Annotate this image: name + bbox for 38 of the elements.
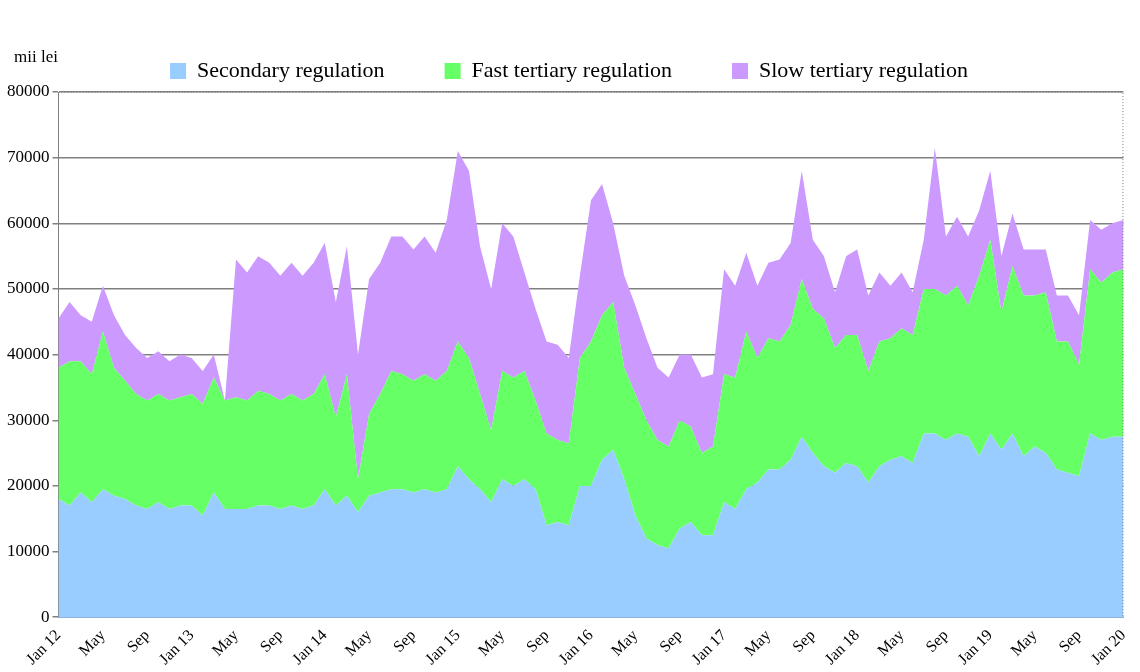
- x-tick-label: Sep: [655, 626, 686, 656]
- x-tick-label: Sep: [389, 626, 420, 656]
- x-tick-label: May: [740, 626, 775, 660]
- x-tick-label: May: [341, 626, 375, 660]
- x-tick-label: May: [75, 626, 109, 660]
- x-tick-label: Jan 14: [288, 626, 330, 668]
- x-tick-label: Jan 15: [421, 626, 463, 668]
- x-tick-label: Sep: [522, 626, 553, 656]
- y-axis-title: mii lei: [14, 46, 59, 66]
- x-tick-label: Sep: [1055, 626, 1085, 656]
- legend-label: Fast tertiary regulation: [471, 56, 672, 82]
- x-tick-label: Jan 17: [687, 626, 730, 668]
- x-tick-label: Jan 20: [1087, 626, 1129, 668]
- x-tick-label: May: [1007, 626, 1041, 660]
- x-tick-label: Sep: [788, 626, 819, 656]
- x-tick-label: May: [607, 626, 642, 660]
- y-tick-label: 60000: [7, 212, 50, 232]
- y-tick-label: 10000: [7, 541, 50, 561]
- y-tick-label: 50000: [7, 278, 50, 298]
- x-tick-label: May: [208, 626, 242, 660]
- y-tick-label: 30000: [7, 409, 50, 429]
- legend-label: Secondary regulation: [197, 56, 385, 82]
- x-tick-label: Sep: [123, 626, 154, 656]
- legend-label: Slow tertiary regulation: [758, 56, 968, 82]
- x-tick-label: Jan 19: [954, 626, 996, 668]
- x-tick-label: Jan 18: [821, 626, 863, 668]
- y-tick-label: 0: [41, 606, 50, 626]
- y-tick-label: 80000: [7, 81, 50, 101]
- y-tick-label: 20000: [7, 475, 50, 495]
- x-tick-label: May: [873, 626, 908, 660]
- x-tick-label: May: [474, 626, 509, 660]
- x-tick-label: Sep: [256, 626, 287, 656]
- x-tick-label: Jan 16: [554, 626, 597, 668]
- x-tick-label: Sep: [922, 626, 952, 656]
- x-tick-label: Jan 13: [155, 626, 197, 668]
- y-tick-label: 40000: [7, 344, 50, 364]
- x-tick-label: Jan 12: [22, 626, 64, 668]
- y-tick-label: 70000: [7, 147, 50, 167]
